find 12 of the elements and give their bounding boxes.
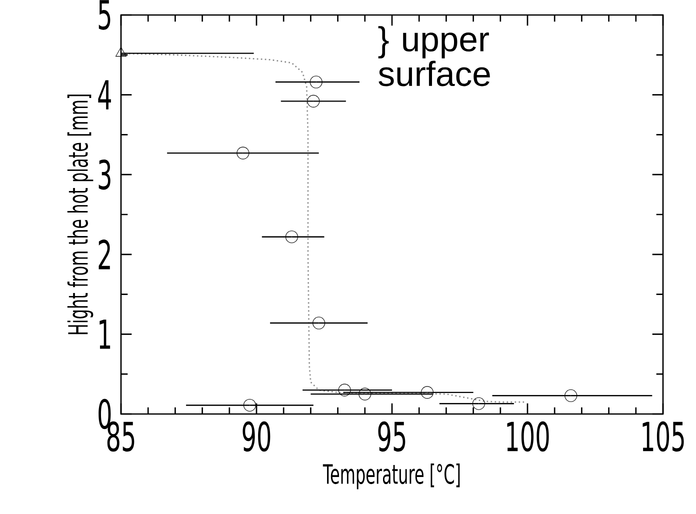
annotation: } upper surface (378, 26, 490, 86)
x-tick-label: 105 (642, 421, 684, 452)
y-tick-label: 4 (98, 80, 111, 110)
x-tick-label: 95 (378, 421, 406, 452)
y-tick-label: 3 (98, 159, 110, 190)
x-tick-label: 90 (242, 421, 270, 452)
y-tick-label: 1 (100, 320, 110, 349)
y-tick-label: 5 (98, 0, 110, 30)
x-axis-title: Temperature [°C] (322, 463, 460, 490)
y-axis-title: Hight from the hot plate [mm] (67, 94, 94, 334)
x-tick-label: 100 (507, 421, 549, 452)
y-tick-label: 2 (98, 240, 110, 270)
